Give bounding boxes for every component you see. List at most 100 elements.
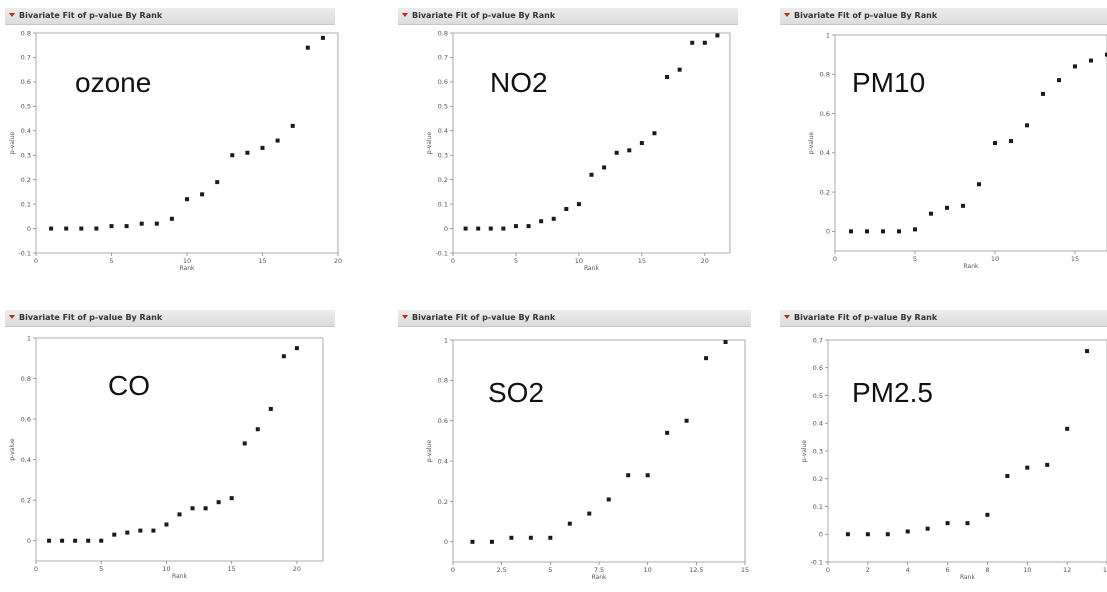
- y-tick-label: 0.5: [21, 103, 31, 111]
- y-axis-label: p-value: [808, 132, 815, 155]
- y-tick-label: 0.8: [21, 29, 31, 37]
- data-point: [977, 182, 981, 187]
- data-point: [665, 75, 670, 79]
- plot-frame: [834, 34, 1107, 252]
- x-tick-label: 7.5: [594, 566, 604, 574]
- data-point: [245, 150, 250, 155]
- data-point: [463, 226, 468, 231]
- x-tick-label: 15: [228, 565, 236, 573]
- chart-panel: Bivariate Fit of p-value By Rank -0.1 0 0.1…: [398, 8, 738, 283]
- y-tick-label: 0.1: [21, 200, 31, 208]
- x-tick-label: 15: [638, 257, 646, 265]
- data-point: [154, 221, 159, 226]
- x-tick-label: 10: [1023, 566, 1031, 574]
- data-point: [138, 528, 143, 533]
- data-point: [1057, 78, 1061, 83]
- data-point: [606, 497, 611, 502]
- panel-title: Bivariate Fit of p-value By Rank: [412, 313, 556, 322]
- panel-title: Bivariate Fit of p-value By Rank: [794, 11, 938, 20]
- x-tick-label: 15: [258, 257, 266, 265]
- chart-panel: Bivariate Fit of p-value By Rank 0 0.2 0.4 0…: [398, 310, 751, 592]
- x-tick-label: 6: [946, 566, 950, 574]
- data-point: [112, 532, 117, 537]
- disclosure-triangle-icon[interactable]: [9, 13, 15, 17]
- disclosure-triangle-icon[interactable]: [402, 315, 408, 319]
- y-tick-label: 0: [444, 225, 448, 233]
- disclosure-triangle-icon[interactable]: [402, 13, 408, 17]
- y-tick-label: 0.2: [820, 188, 830, 196]
- x-tick-label: 0: [833, 255, 837, 263]
- data-point: [587, 511, 592, 516]
- data-point: [614, 150, 619, 155]
- data-point: [86, 538, 91, 543]
- data-point: [215, 180, 220, 185]
- data-point: [1085, 349, 1090, 354]
- data-point: [526, 224, 531, 229]
- data-point: [125, 530, 130, 535]
- data-point: [913, 227, 917, 232]
- chart-panel: Bivariate Fit of p-value By Rank -0.1 0 0.1…: [5, 8, 342, 283]
- y-tick-label: 0.3: [813, 447, 823, 455]
- data-point: [945, 205, 949, 210]
- scatter-plot: 00.20.40.60.810 2.5 5 7.5 10 12.5 15Rankp-valu…: [426, 336, 749, 581]
- x-axis-label: Rank: [180, 265, 196, 272]
- y-tick-label: 0.8: [820, 71, 830, 79]
- x-tick-label: 20: [293, 565, 301, 573]
- y-tick-label: 0.4: [820, 149, 830, 157]
- y-tick-label: 0.2: [813, 475, 823, 483]
- pollutant-label: PM10: [852, 67, 925, 98]
- x-tick-label: 20: [701, 257, 709, 265]
- x-tick-label: 5: [913, 255, 917, 263]
- x-tick-label: 5: [99, 565, 103, 573]
- data-point: [275, 138, 280, 143]
- y-tick-label: 0.6: [438, 417, 448, 425]
- pollutant-label: ozone: [75, 67, 151, 98]
- y-tick-label: 0.3: [21, 152, 31, 160]
- y-tick-label: 0.6: [813, 364, 823, 372]
- x-tick-label: 12.5: [689, 566, 703, 574]
- data-point: [539, 219, 544, 224]
- x-tick-label: 0: [451, 257, 455, 265]
- data-point: [1089, 58, 1093, 63]
- x-tick-label: 0: [34, 257, 38, 265]
- y-axis-label: p-value: [801, 440, 808, 463]
- x-tick-label: 5: [514, 257, 518, 265]
- pollutant-label: NO2: [490, 67, 548, 98]
- x-tick-label: 0: [34, 565, 38, 573]
- data-point: [94, 226, 99, 231]
- plot-frame: [827, 339, 1107, 563]
- data-point: [576, 202, 581, 207]
- x-tick-label: 2.5: [496, 566, 506, 574]
- y-tick-label: 0.4: [21, 127, 31, 135]
- y-tick-label: 1: [27, 334, 31, 342]
- x-tick-label: 5: [548, 566, 552, 574]
- data-point: [513, 224, 518, 229]
- y-tick-label: 0.7: [438, 54, 448, 62]
- data-point: [242, 441, 247, 446]
- data-point: [290, 123, 295, 128]
- data-point: [203, 506, 208, 511]
- data-point: [961, 203, 965, 208]
- chart-panel: Bivariate Fit of p-value By Rank 0 0.2 0.4 0…: [5, 310, 335, 592]
- plot-frame: [452, 339, 746, 563]
- y-tick-label: 0.1: [438, 200, 448, 208]
- x-axis-label: Rank: [172, 573, 188, 580]
- data-point: [268, 406, 273, 411]
- x-tick-label: 10: [575, 257, 583, 265]
- disclosure-triangle-icon[interactable]: [784, 315, 790, 319]
- data-point: [845, 532, 850, 537]
- data-point: [1009, 139, 1013, 144]
- y-tick-label: 0.2: [438, 498, 448, 506]
- disclosure-triangle-icon[interactable]: [9, 315, 15, 319]
- panel-header: Bivariate Fit of p-value By Rank: [780, 8, 1107, 25]
- y-tick-label: -0.1: [435, 249, 448, 257]
- y-tick-label: 0.6: [438, 78, 448, 86]
- data-point: [652, 131, 657, 136]
- panel-header: Bivariate Fit of p-value By Rank: [398, 8, 738, 25]
- chart-panel: Bivariate Fit of p-value By Rank -0.1 0 0.1…: [780, 310, 1107, 592]
- x-tick-label: 5: [109, 257, 113, 265]
- data-point: [985, 512, 990, 517]
- disclosure-triangle-icon[interactable]: [784, 13, 790, 17]
- y-tick-label: 0.6: [820, 110, 830, 118]
